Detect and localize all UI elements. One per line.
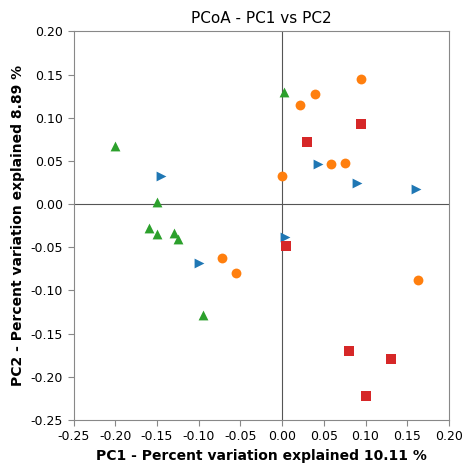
Point [354,179,361,186]
Point [199,311,207,319]
Point [362,392,369,400]
Point [387,356,394,363]
Point [153,199,161,206]
Point [283,242,290,249]
Point [174,235,182,242]
Point [145,225,153,232]
Point [218,254,226,262]
Point [195,259,202,266]
Point [281,233,288,241]
Point [303,138,311,146]
Point [153,230,161,238]
Point [414,276,422,284]
Point [278,173,286,180]
Point [111,143,119,150]
Point [357,75,365,83]
Point [341,159,348,166]
Point [232,269,240,277]
Point [327,160,334,167]
Point [412,186,419,193]
Point [280,88,288,96]
Point [170,229,177,237]
Point [357,120,365,128]
Point [312,90,319,97]
X-axis label: PC1 - Percent variation explained 10.11 %: PC1 - Percent variation explained 10.11 … [96,449,427,463]
Point [157,172,165,179]
Title: PCoA - PC1 vs PC2: PCoA - PC1 vs PC2 [191,11,332,26]
Y-axis label: PC2 - Percent variation explained 8.89 %: PC2 - Percent variation explained 8.89 % [11,65,25,386]
Point [297,101,304,109]
Point [314,160,322,167]
Point [345,347,353,355]
